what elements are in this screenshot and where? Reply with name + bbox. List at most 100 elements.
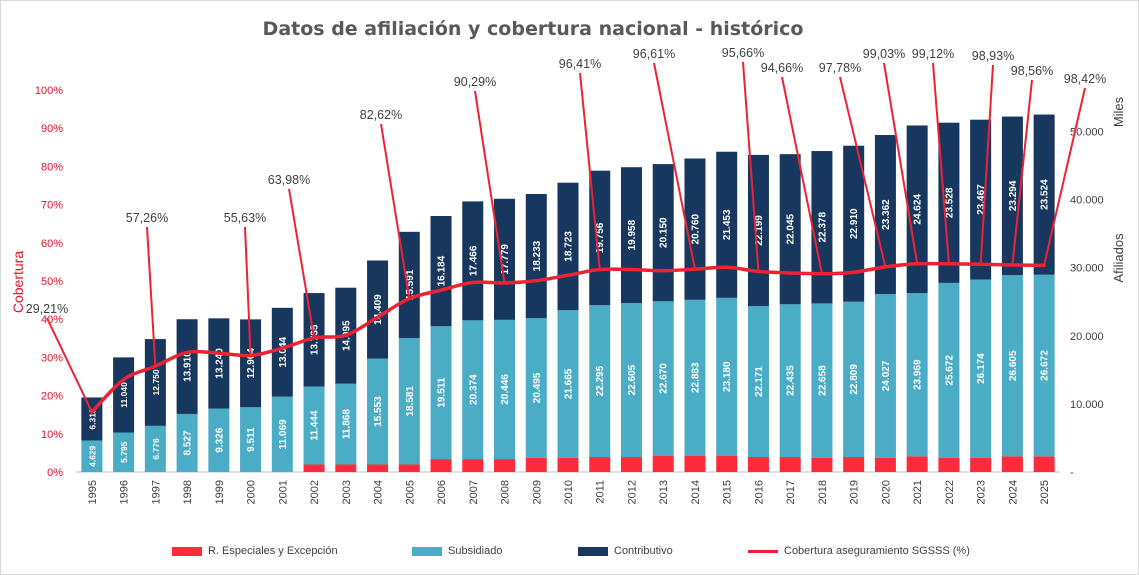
data-label-contributivo: 12.904 (246, 348, 257, 379)
data-label-subsidiado: 22.605 (627, 364, 638, 395)
data-label-subsidiado: 22.295 (595, 365, 606, 396)
data-label-contributivo: 15.591 (405, 269, 416, 300)
legend-label-contributivo: Contributivo (614, 545, 673, 557)
data-label-contributivo: 24.624 (913, 194, 924, 225)
bar-especiales (335, 464, 357, 472)
data-label-contributivo: 22.199 (754, 215, 765, 246)
bar-contributivo (811, 151, 833, 304)
data-label-subsidiado: 26.605 (1008, 350, 1019, 381)
bar-subsidiado (811, 303, 833, 458)
bar-contributivo (557, 182, 579, 311)
coverage-annotation: 57,26% (126, 211, 168, 225)
data-label-contributivo: 22.378 (817, 212, 828, 243)
data-label-contributivo: 12.750 (151, 369, 161, 395)
legend-swatch-especiales (172, 546, 202, 556)
legend-item-cobertura: Cobertura aseguramiento SGSSS (%) (748, 545, 970, 557)
coverage-annotation: 98,42% (1064, 72, 1106, 86)
data-label-contributivo: 22.045 (786, 213, 797, 244)
legend-label-especiales: R. Especiales y Excepción (208, 545, 338, 557)
data-label-contributivo: 13.240 (214, 348, 225, 379)
annotation-leader (1011, 79, 1033, 266)
data-label-subsidiado: 20.374 (468, 374, 479, 405)
bar-subsidiado (430, 326, 452, 460)
coverage-annotation: 99,12% (912, 47, 954, 61)
y-right-tick-label: 50.000 (1070, 127, 1104, 139)
data-label-contributivo: 23.294 (1008, 180, 1019, 211)
bar-especiales (684, 455, 706, 472)
data-label-subsidiado: 22.809 (849, 364, 860, 395)
data-label-contributivo: 13.910 (183, 351, 194, 382)
bar-subsidiado (716, 297, 738, 456)
bar-subsidiado (367, 358, 389, 465)
data-label-subsidiado: 24.027 (881, 360, 892, 391)
bar-subsidiado (113, 432, 135, 472)
bar-especiales (367, 464, 389, 472)
bar-contributivo (938, 122, 960, 283)
data-label-contributivo: 19.756 (595, 222, 606, 253)
y-right-tick-label: 40.000 (1070, 195, 1104, 207)
bar-subsidiado (906, 293, 928, 457)
x-tick-label: 2022 (944, 480, 956, 504)
data-label-subsidiado: 6.776 (151, 438, 161, 460)
bar-especiales (906, 456, 928, 472)
x-tick-label: 2020 (880, 480, 892, 504)
bar-contributivo (367, 260, 389, 359)
bar-especiales (970, 457, 992, 472)
bar-subsidiado (525, 318, 547, 458)
y-left-tick-label: 20% (41, 391, 63, 403)
coverage-annotation: 97,78% (819, 61, 861, 75)
bar-subsidiado (81, 440, 103, 472)
x-tick-label: 2012 (626, 480, 638, 504)
bar-contributivo (716, 151, 738, 298)
y-left-tick-label: 40% (41, 314, 63, 326)
legend-label-subsidiado: Subsidiado (448, 545, 503, 557)
bar-especiales (843, 457, 865, 472)
data-label-subsidiado: 22.883 (690, 362, 701, 393)
coverage-annotation: 55,63% (224, 211, 266, 225)
bar-especiales (874, 457, 896, 472)
annotation-leader (653, 62, 696, 270)
bar-especiales (303, 464, 325, 472)
x-tick-label: 1997 (150, 480, 162, 504)
chart-plot: 0% 10% 20% 30% 40% 50% 60% 70% 80% 90% 100% - 10.000… (10, 46, 1126, 504)
bar-subsidiado (1001, 275, 1023, 457)
bar-especiales (494, 459, 516, 472)
y-right-tick-label: 20.000 (1070, 331, 1104, 343)
data-label-contributivo: 21.453 (722, 209, 733, 240)
data-label-subsidiado: 22.435 (786, 365, 797, 396)
x-tick-label: 2017 (785, 480, 797, 504)
data-label-contributivo: 16.184 (437, 255, 448, 286)
y-left-tick-label: 100% (35, 85, 63, 97)
bar-contributivo (652, 164, 674, 302)
bar-especiales (811, 457, 833, 472)
data-label-contributivo: 22.910 (849, 208, 860, 239)
y-right-axis-title: Afiliados (1111, 233, 1126, 283)
data-label-contributivo: 19.958 (627, 219, 638, 250)
legend-swatch-contributivo (578, 546, 608, 556)
bar-subsidiado (589, 305, 611, 458)
data-label-contributivo: 18.233 (532, 240, 543, 271)
data-label-subsidiado: 20.446 (500, 374, 511, 405)
x-tick-label: 2006 (436, 480, 448, 504)
bar-subsidiado (271, 396, 293, 472)
bar-especiales (747, 457, 769, 472)
x-tick-label: 2009 (531, 480, 543, 504)
x-tick-label: 2019 (849, 480, 861, 504)
annotation-leader (742, 61, 760, 272)
coverage-annotation: 96,41% (559, 57, 601, 71)
bar-especiales (779, 457, 801, 472)
y-left-tick-label: 70% (41, 200, 63, 212)
x-tick-label: 2007 (468, 480, 480, 504)
x-tick-label: 2025 (1039, 480, 1051, 504)
data-label-subsidiado: 22.171 (754, 366, 765, 397)
bar-contributivo (779, 154, 801, 305)
x-tick-label: 2001 (277, 480, 289, 504)
bar-contributivo (176, 319, 198, 414)
x-tick-label: 2002 (309, 480, 321, 504)
data-label-subsidiado: 26.672 (1040, 350, 1051, 381)
data-label-subsidiado: 21.665 (564, 368, 575, 399)
bar-subsidiado (335, 383, 357, 465)
coverage-annotation: 90,29% (454, 75, 496, 89)
x-tick-label: 2016 (753, 480, 765, 504)
x-tick-label: 2008 (500, 480, 512, 504)
